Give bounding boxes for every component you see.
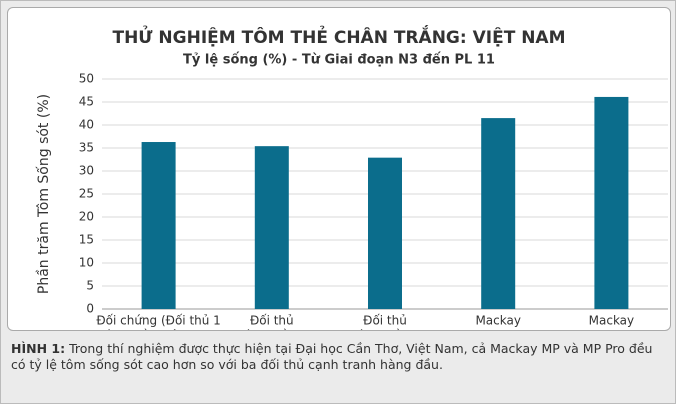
chart-subtitle: Tỷ lệ sống (%) - Từ Giai đoạn N3 đến PL … [183,53,495,68]
y-tick-label: 5 [86,279,94,293]
x-tick-label: Hàng đầu 2 [237,329,306,331]
bar [141,142,176,309]
y-tick-label: 50 [79,72,94,86]
x-tick-label: Mackay [589,314,635,328]
x-tick-label: Hàng đầu Việt Nam) [98,329,220,331]
y-tick-label: 10 [79,256,94,270]
x-tick-label: Đối thủ [250,314,294,328]
caption: HÌNH 1: Trong thí nghiệm được thực hiện … [11,341,667,373]
y-tick-label: 35 [79,141,94,155]
x-tick-label: Đối thủ [363,314,407,328]
chart: THỬ NGHIỆM TÔM THẺ CHÂN TRẮNG: VIỆT NAM … [35,24,668,343]
bar [594,96,629,309]
caption-text: Trong thí nghiệm được thực hiện tại Đại … [11,341,653,372]
y-tick-label: 15 [79,233,94,247]
y-tick-label: 25 [79,187,94,201]
x-tick-label: Mackay [475,314,521,328]
x-tick-label: MP Pro [591,329,631,331]
x-tick-label: Hàng đầu 3 [350,329,419,331]
caption-label: HÌNH 1: [11,341,66,356]
y-tick-label: 40 [79,118,94,132]
y-tick-label: 20 [79,210,94,224]
y-tick-label: 0 [86,302,94,316]
x-tick-label: MP [489,329,507,331]
y-tick-label: 45 [79,95,94,109]
y-tick-label: 30 [79,164,94,178]
chart-panel: THỬ NGHIỆM TÔM THẺ CHÂN TRẮNG: VIỆT NAM … [7,7,671,343]
bar [368,157,402,309]
y-axis-label: Phần trăm Tôm Sống sót (%) [35,94,52,294]
bar [481,118,516,309]
bar [254,146,289,309]
x-tick-label: Đối chứng (Đối thủ 1 [96,314,220,328]
chart-title: THỬ NGHIỆM TÔM THẺ CHÂN TRẮNG: VIỆT NAM [112,24,565,48]
